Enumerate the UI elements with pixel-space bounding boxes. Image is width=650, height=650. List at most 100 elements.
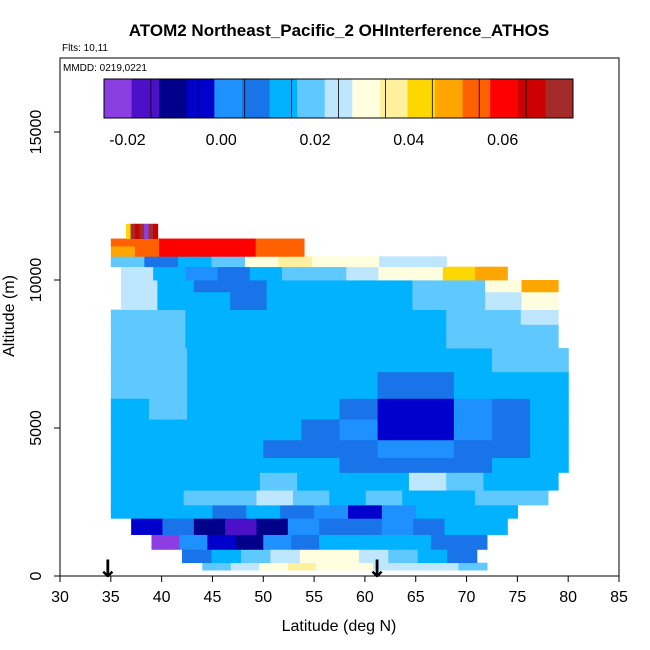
- heatmap-cell: [148, 348, 188, 373]
- latitude-marker-arrow: ↓: [367, 555, 387, 583]
- dates-label: MMDD: 0219,0221: [63, 63, 147, 74]
- heatmap-cell: [263, 371, 302, 399]
- heatmap-cell: [377, 348, 417, 373]
- heatmap-cell: [259, 324, 298, 349]
- heatmap-cell: [212, 504, 247, 519]
- heatmap-cell: [131, 518, 164, 535]
- heatmap-cell: [491, 457, 531, 473]
- colorbar-swatch: [297, 79, 326, 118]
- heatmap-bands: [110, 223, 569, 571]
- colorbar-swatch: [517, 79, 546, 118]
- colorbar-tick-label: -0.02: [109, 132, 146, 149]
- heatmap-cell: [110, 419, 150, 441]
- y-tick-label: 10000: [28, 258, 45, 303]
- heatmap-cell: [378, 266, 412, 281]
- colorbar-tick-label: 0.02: [299, 132, 330, 149]
- heatmap-cell: [291, 534, 320, 550]
- heatmap-cell: [415, 348, 455, 373]
- heatmap-cell: [339, 348, 379, 373]
- heatmap-cell: [446, 324, 485, 349]
- heatmap-cell: [319, 534, 348, 550]
- heatmap-cell: [134, 238, 160, 247]
- heatmap-cell: [148, 223, 154, 239]
- heatmap-cell: [377, 439, 417, 458]
- heatmap-cell: [530, 398, 569, 420]
- heatmap-cell: [314, 504, 349, 519]
- heatmap-cell: [339, 439, 379, 458]
- heatmap-cell: [110, 238, 136, 247]
- colorbar-swatch: [186, 79, 215, 118]
- heatmap-cell: [377, 457, 417, 473]
- heatmap-cell: [483, 472, 522, 491]
- heatmap-cell: [148, 472, 186, 491]
- heatmap-cell: [301, 348, 341, 373]
- heatmap-cell: [126, 223, 132, 239]
- heatmap-cell: [520, 324, 559, 349]
- heatmap-cell: [110, 457, 150, 473]
- heatmap-cell: [185, 472, 224, 491]
- heatmap-cell: [483, 309, 522, 325]
- heatmap-cell: [415, 398, 455, 420]
- heatmap-cell: [429, 562, 460, 571]
- heatmap-cell: [144, 223, 150, 239]
- x-tick-label: 35: [102, 589, 120, 606]
- colorbar-tick-label: 0.04: [393, 132, 424, 149]
- heatmap-cell: [521, 280, 559, 293]
- heatmap-cell: [255, 238, 281, 247]
- x-tick-label: 85: [610, 589, 628, 606]
- heatmap-cell: [345, 256, 380, 268]
- heatmap-cell: [415, 419, 455, 441]
- colorbar-swatch: [241, 79, 271, 118]
- heatmap-cell: [151, 534, 181, 550]
- heatmap-cell: [153, 223, 159, 239]
- heatmap-cell: [413, 518, 446, 535]
- heatmap-cell: [270, 549, 301, 564]
- heatmap-cell: [222, 472, 261, 491]
- colorbar-swatch: [545, 79, 574, 118]
- colorbar-tick-label: 0.00: [206, 132, 237, 149]
- x-tick-label: 80: [559, 589, 577, 606]
- heatmap-cell: [181, 549, 213, 564]
- heatmap-cell: [187, 457, 226, 473]
- heatmap-cell: [110, 490, 148, 506]
- x-tick-label: 60: [356, 589, 374, 606]
- heatmap-cell: [442, 266, 476, 281]
- heatmap-cell: [381, 504, 417, 519]
- heatmap-cell: [408, 324, 447, 349]
- heatmap-cell: [193, 280, 231, 293]
- heatmap-cell: [225, 457, 264, 473]
- heatmap-cell: [301, 457, 341, 473]
- heatmap-cell: [157, 291, 195, 310]
- heatmap-cell: [225, 419, 264, 441]
- heatmap-cell: [375, 291, 413, 310]
- heatmap-cell: [279, 238, 305, 247]
- heatmap-cell: [207, 534, 236, 550]
- heatmap-cell: [334, 324, 373, 349]
- x-tick-label: 70: [458, 589, 476, 606]
- heatmap-cell: [148, 309, 186, 325]
- colorbar-swatch: [131, 79, 160, 118]
- heatmap-cell: [511, 490, 549, 506]
- heatmap-cell: [299, 549, 330, 564]
- heatmap-cell: [244, 256, 280, 268]
- heatmap-cell: [371, 472, 410, 491]
- heatmap-cell: [375, 280, 413, 293]
- heatmap-cell: [444, 518, 477, 535]
- heatmap-cell: [193, 291, 231, 310]
- heatmap-cell: [225, 398, 264, 420]
- heatmap-cell: [159, 245, 184, 257]
- heatmap-cell: [491, 371, 531, 399]
- heatmap-cell: [110, 309, 149, 325]
- heatmap-cell: [379, 256, 414, 268]
- y-tick-label: 0: [28, 571, 45, 580]
- colorbar-swatch: [407, 79, 436, 118]
- colorbar-swatch: [214, 79, 243, 118]
- y-axis-label: Altitude (m): [1, 275, 18, 357]
- heatmap-cell: [301, 419, 341, 441]
- heatmap-cell: [403, 534, 432, 550]
- heatmap-cell: [222, 324, 261, 349]
- heatmap-cell: [491, 398, 531, 420]
- colorbar-swatch: [379, 79, 408, 118]
- heatmap-cell: [225, 371, 264, 399]
- heatmap-cell: [449, 504, 485, 519]
